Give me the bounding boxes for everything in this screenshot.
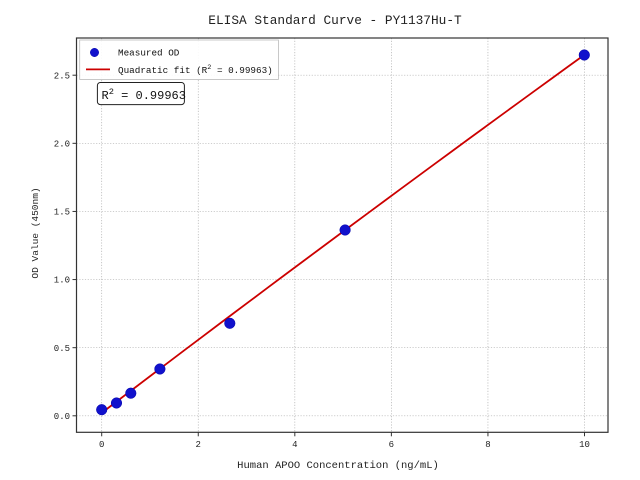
svg-text:4: 4 — [292, 440, 297, 450]
svg-text:10: 10 — [579, 440, 590, 450]
svg-text:OD Value (450nm): OD Value (450nm) — [30, 187, 41, 278]
svg-text:2: 2 — [196, 440, 201, 450]
svg-text:2.0: 2.0 — [54, 140, 70, 150]
svg-text:0: 0 — [99, 440, 104, 450]
svg-text:0.0: 0.0 — [54, 412, 70, 422]
svg-text:2.5: 2.5 — [54, 71, 70, 81]
svg-text:8: 8 — [485, 440, 490, 450]
svg-text:R2 = 0.99963: R2 = 0.99963 — [102, 87, 186, 103]
svg-text:Human APOO Concentration (ng/m: Human APOO Concentration (ng/mL) — [237, 460, 439, 472]
svg-text:Measured OD: Measured OD — [118, 48, 180, 59]
svg-text:Quadratic fit (R2 = 0.99963): Quadratic fit (R2 = 0.99963) — [118, 64, 273, 76]
svg-text:ELISA Standard Curve - PY1137H: ELISA Standard Curve - PY1137Hu-T — [208, 13, 462, 28]
svg-text:1.5: 1.5 — [54, 208, 70, 218]
svg-text:0.5: 0.5 — [54, 344, 70, 354]
svg-text:6: 6 — [389, 440, 394, 450]
svg-text:1.0: 1.0 — [54, 276, 70, 286]
